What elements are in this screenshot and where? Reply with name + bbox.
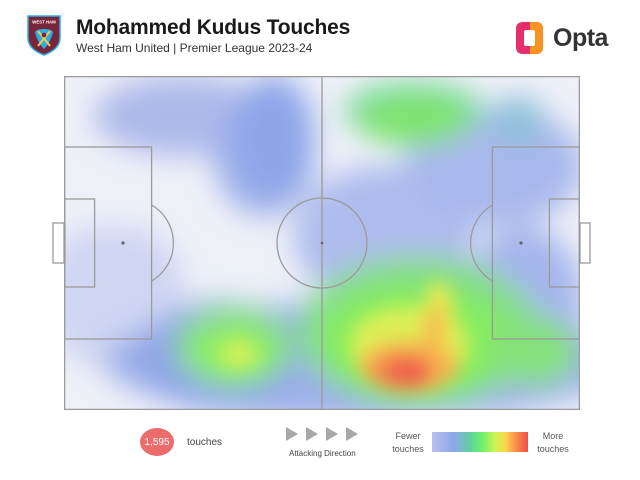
legend-low-label: Fewer touches — [392, 431, 424, 454]
svg-text:WEST HAM: WEST HAM — [32, 20, 56, 25]
attacking-direction-arrows — [286, 427, 358, 441]
right-goal — [580, 222, 591, 264]
brand-name: Opta — [553, 24, 608, 52]
play-arrow-icon — [346, 427, 358, 441]
attacking-direction-label: Attacking Direction — [289, 449, 356, 458]
pitch-heatmap — [64, 76, 580, 410]
play-arrow-icon — [326, 427, 338, 441]
legend-high-label: More touches — [537, 431, 569, 454]
club-crest-icon: WEST HAM — [27, 15, 61, 56]
touch-count-label: touches — [187, 437, 223, 448]
touch-count-badge: 1,595 — [140, 428, 174, 456]
page-subtitle: West Ham United | Premier League 2023-24 — [76, 41, 313, 55]
play-arrow-icon — [306, 427, 318, 441]
heat-layer — [64, 76, 580, 410]
page-title: Mohammed Kudus Touches — [76, 16, 351, 39]
left-goal — [52, 222, 64, 264]
play-arrow-icon — [286, 427, 298, 441]
legend-gradient — [432, 432, 528, 452]
opta-logo-icon — [516, 22, 543, 54]
